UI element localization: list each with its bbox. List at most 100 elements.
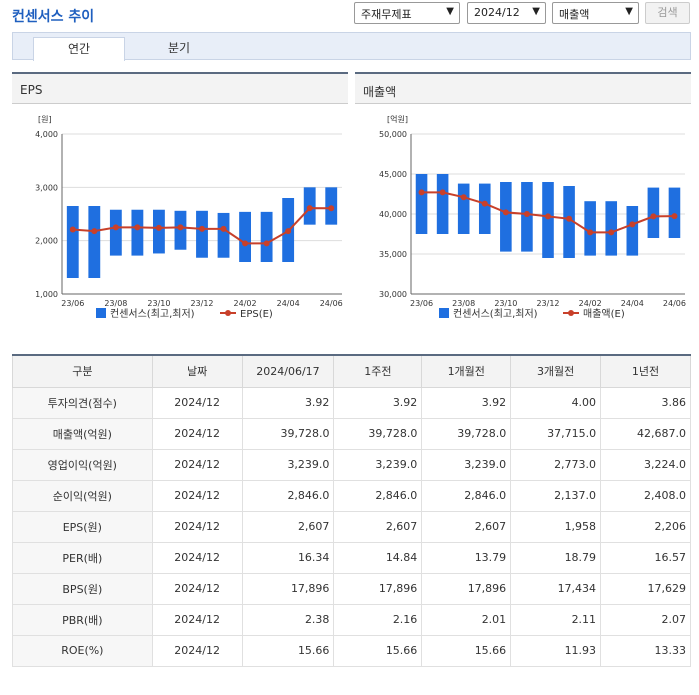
- range-bar: [260, 211, 273, 262]
- row-date: 2024/12: [151, 634, 243, 667]
- row-label: 매출액(억원): [12, 417, 153, 450]
- y-tick-label: 1,000: [35, 290, 58, 299]
- legend-label-range: 컨센서스(최고,최저): [453, 308, 538, 320]
- estimate-point: [629, 221, 636, 228]
- x-tick-label: 23/08: [452, 299, 475, 308]
- row-date: 2024/12: [151, 479, 243, 512]
- estimate-point: [242, 240, 249, 247]
- row-label: 투자의견(점수): [12, 386, 153, 419]
- x-tick-label: 24/04: [621, 299, 644, 308]
- tab-quarterly[interactable]: 분기: [167, 41, 191, 55]
- estimate-point: [220, 225, 227, 232]
- range-bar: [88, 206, 101, 278]
- page-title: 컨센서스 추이: [12, 9, 95, 25]
- row-value: 2,607: [421, 510, 512, 543]
- col-header: 1년전: [600, 354, 691, 388]
- range-bar: [457, 183, 470, 234]
- estimate-point: [502, 209, 509, 216]
- estimate-point: [112, 224, 119, 231]
- estimate-point: [177, 224, 184, 231]
- table-row: 순이익(억원) 2024/12 2,846.0 2,846.0 2,846.0 2,137…: [12, 479, 691, 512]
- range-bar: [605, 201, 618, 256]
- row-value: 3.92: [421, 386, 512, 419]
- table-row: PBR(배) 2024/12 2.38 2.16 2.01 2.11 2.07: [12, 603, 691, 636]
- estimate-point: [481, 200, 488, 207]
- row-value: 17,896: [421, 572, 512, 605]
- row-value: 2,137.0: [510, 479, 602, 512]
- row-value: 17,896: [241, 572, 335, 605]
- estimate-point: [671, 213, 678, 220]
- row-value: 42,687.0: [600, 417, 691, 450]
- estimate-point: [328, 205, 335, 212]
- table-row: 투자의견(점수) 2024/12 3.92 3.92 3.92 4.00 3.86: [12, 386, 691, 419]
- header: 컨센서스 추이 주재무제표 ▼ 2024/12 ▼ 매출액 ▼ 검색: [0, 0, 699, 32]
- row-value: 15.66: [241, 634, 335, 667]
- estimate-point: [285, 228, 292, 235]
- legend-label-line: EPS(E): [240, 309, 273, 320]
- period-select[interactable]: 2024/12 ▼: [467, 2, 546, 24]
- estimate-point: [91, 228, 98, 235]
- legend-swatch-dot: [225, 310, 231, 316]
- estimate-point: [199, 225, 205, 232]
- row-value: 2.07: [600, 603, 691, 636]
- row-date: 2024/12: [151, 510, 243, 543]
- range-bar: [626, 206, 639, 256]
- item-select-value: 매출액: [559, 8, 590, 21]
- row-value: 14.84: [333, 541, 423, 574]
- y-tick-label: 35,000: [379, 250, 407, 259]
- y-tick-label: 30,000: [379, 290, 407, 299]
- row-date: 2024/12: [151, 603, 243, 636]
- row-value: 11.93: [510, 634, 602, 667]
- estimate-point: [587, 229, 594, 236]
- row-value: 2.11: [510, 603, 602, 636]
- x-tick-label: 24/04: [277, 299, 300, 308]
- row-value: 3.92: [333, 386, 423, 419]
- y-tick-label: 50,000: [379, 130, 407, 139]
- sales-chart: [억원] 30,000 35,000 40,000 45,000 50,000 23/06 2…: [379, 114, 686, 320]
- eps-chart-panel: EPS [원] 1,000 2,000 3,000 4,000 23/06 23/08 23/…: [12, 72, 348, 330]
- x-tick-label: 23/12: [190, 299, 213, 308]
- row-value: 39,728.0: [333, 417, 423, 450]
- table-row: BPS(원) 2024/12 17,896 17,896 17,896 17,434 17,…: [12, 572, 691, 605]
- unit-label: [원]: [38, 115, 52, 124]
- row-value: 17,629: [600, 572, 691, 605]
- x-tick-label: 24/06: [663, 299, 686, 308]
- table-row: 매출액(억원) 2024/12 39,728.0 39,728.0 39,728.0 37…: [12, 417, 691, 450]
- y-tick-label: 4,000: [35, 130, 58, 139]
- table-row: ROE(%) 2024/12 15.66 15.66 15.66 11.93 13.33: [12, 634, 691, 667]
- search-button[interactable]: 검색: [645, 2, 690, 24]
- table-row: EPS(원) 2024/12 2,607 2,607 2,607 1,958 2,206: [12, 510, 691, 543]
- row-label: 영업이익(억원): [12, 448, 153, 481]
- range-bar: [584, 201, 596, 256]
- legend-label-range: 컨센서스(최고,최저): [110, 308, 195, 320]
- row-date: 2024/12: [151, 572, 243, 605]
- item-select[interactable]: 매출액 ▼: [552, 2, 639, 24]
- range-bar: [542, 182, 554, 258]
- tab-annual[interactable]: 연간: [33, 37, 125, 61]
- y-tick-label: 45,000: [379, 170, 407, 179]
- row-value: 3,239.0: [421, 448, 512, 481]
- row-label: ROE(%): [12, 634, 153, 667]
- range-bar: [500, 182, 512, 252]
- estimate-point: [263, 240, 270, 247]
- row-value: 13.33: [600, 634, 691, 667]
- row-label: 순이익(억원): [12, 479, 153, 512]
- row-value: 13.79: [421, 541, 512, 574]
- row-value: 17,896: [333, 572, 423, 605]
- row-value: 16.57: [600, 541, 691, 574]
- x-tick-label: 24/02: [234, 299, 257, 308]
- chevron-down-icon: ▼: [625, 6, 633, 17]
- row-value: 3,239.0: [333, 448, 423, 481]
- row-value: 16.34: [241, 541, 335, 574]
- range-bar: [131, 209, 144, 256]
- range-bar: [196, 210, 208, 258]
- row-value: 2,846.0: [421, 479, 512, 512]
- range-bar: [239, 211, 251, 262]
- range-bar: [668, 187, 681, 238]
- row-value: 15.66: [421, 634, 512, 667]
- range-bar: [563, 186, 575, 258]
- eps-chart-title: EPS: [12, 72, 348, 104]
- eps-chart: [원] 1,000 2,000 3,000 4,000 23/06 23/08 23/10 23…: [35, 115, 343, 320]
- statement-select[interactable]: 주재무제표 ▼: [354, 2, 460, 24]
- row-value: 17,434: [510, 572, 602, 605]
